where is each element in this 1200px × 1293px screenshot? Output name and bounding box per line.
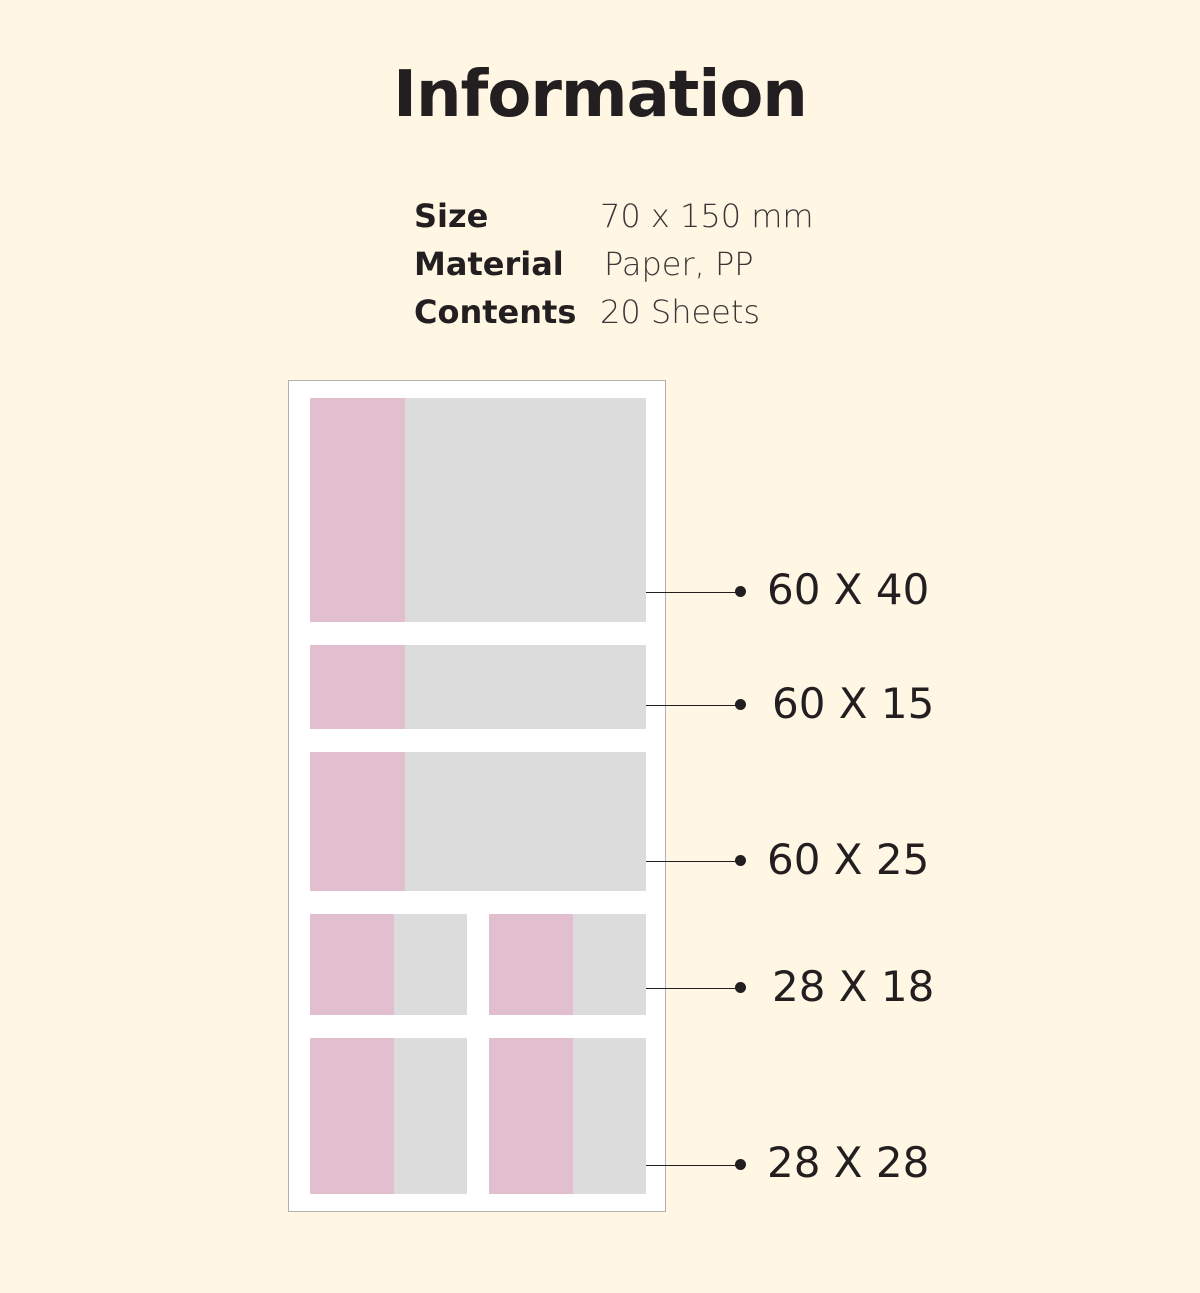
note-tab — [310, 398, 405, 622]
leader-line — [646, 988, 740, 989]
note-tab — [489, 914, 573, 1015]
note-28x18 — [310, 914, 467, 1015]
spec-label: Material — [414, 245, 564, 283]
leader-dot — [735, 855, 746, 866]
spec-label: Size — [414, 197, 489, 235]
note-28x28 — [489, 1038, 646, 1194]
leader-line — [646, 861, 740, 862]
note-tab — [310, 645, 405, 729]
note-tab — [489, 1038, 573, 1194]
dimension-label: 28 X 28 — [767, 1138, 930, 1187]
spec-value: Paper, PP — [604, 245, 754, 283]
leader-dot — [735, 699, 746, 710]
leader-dot — [735, 982, 746, 993]
leader-line — [646, 592, 740, 593]
note-tab — [310, 752, 405, 891]
leader-line — [646, 705, 740, 706]
leader-dot — [735, 586, 746, 597]
dimension-label: 60 X 15 — [772, 679, 935, 728]
spec-value: 20 Sheets — [600, 293, 761, 331]
note-tab — [310, 1038, 394, 1194]
note-60x25 — [310, 752, 646, 891]
leader-line — [646, 1165, 740, 1166]
page-title: Information — [393, 58, 808, 132]
note-60x40 — [310, 398, 646, 622]
note-28x28 — [310, 1038, 467, 1194]
leader-dot — [735, 1159, 746, 1170]
note-28x18 — [489, 914, 646, 1015]
dimension-label: 60 X 25 — [767, 835, 930, 884]
note-tab — [310, 914, 394, 1015]
spec-label: Contents — [414, 293, 577, 331]
dimension-label: 28 X 18 — [772, 962, 935, 1011]
dimension-label: 60 X 40 — [767, 565, 930, 614]
note-60x15 — [310, 645, 646, 729]
spec-value: 70 x 150 mm — [600, 197, 814, 235]
